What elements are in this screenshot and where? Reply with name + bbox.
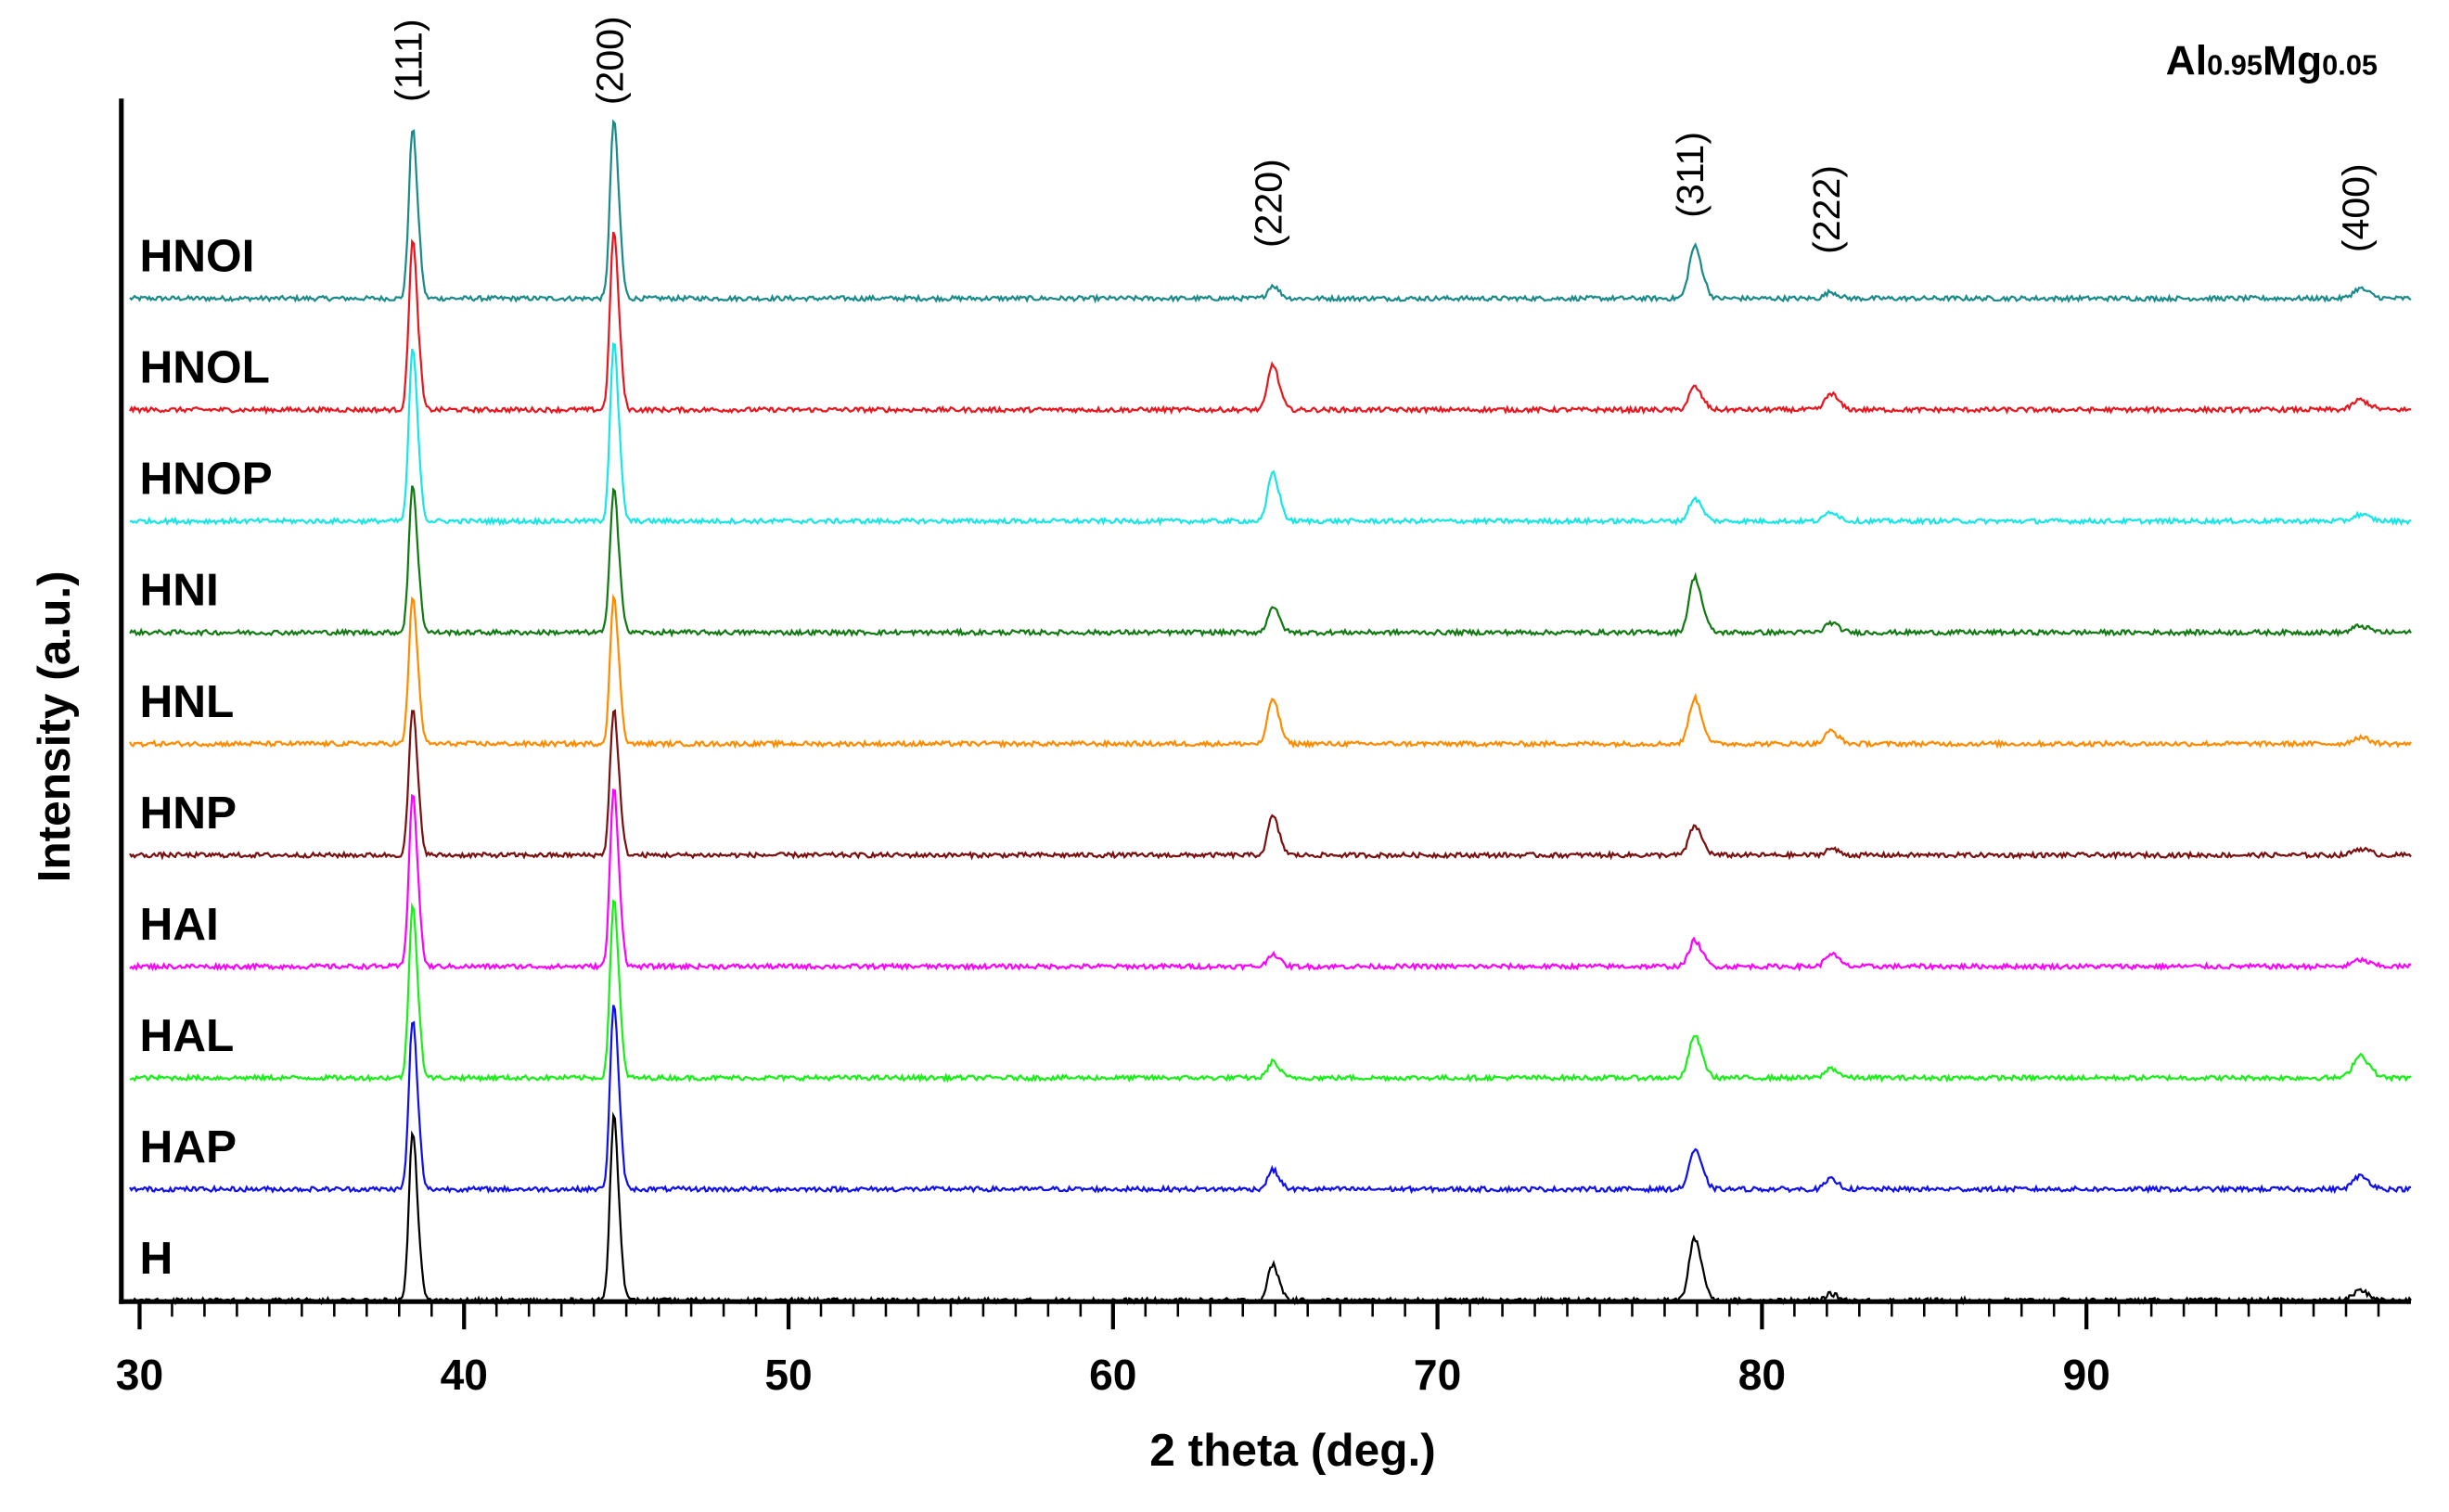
- series-label-hnol: HNOL: [139, 341, 269, 393]
- series-label-hai: HAI: [139, 898, 218, 950]
- x-tick-label: 60: [1089, 1351, 1136, 1399]
- x-tick-label: 80: [1738, 1351, 1786, 1399]
- peak-label: (311): [1669, 132, 1712, 218]
- series-line-hni: [129, 485, 2412, 638]
- peak-labels: (111) (200) (220) (311) (222) (400): [388, 16, 2378, 253]
- series-line-hnoi: [129, 119, 2412, 304]
- x-tick-label: 50: [764, 1351, 812, 1399]
- series-line-hal: [129, 899, 2412, 1083]
- peak-label: (222): [1805, 165, 1848, 254]
- x-tick-label: 40: [441, 1351, 488, 1399]
- chart-title: Al0.95Mg0.05: [2166, 39, 2378, 84]
- y-axis-label: Intensity (a.u.): [28, 570, 80, 882]
- peak-label: (220): [1247, 159, 1289, 248]
- x-tick-label: 70: [1414, 1351, 1461, 1399]
- series-label-hnp: HNP: [139, 787, 237, 839]
- peak-label: (200): [588, 16, 631, 105]
- x-tick-label: 90: [2063, 1351, 2110, 1399]
- x-axis-tick-labels: 30 40 50 60 70 80 90: [116, 1351, 2110, 1399]
- series-label-hnoi: HNOI: [139, 230, 254, 282]
- series-line-hnol: [129, 231, 2411, 416]
- series-label-hap: HAP: [139, 1121, 237, 1172]
- series-line-hai: [129, 788, 2412, 972]
- series-line-h: [129, 1111, 2412, 1306]
- series-label-hnop: HNOP: [139, 453, 272, 505]
- peak-label: (111): [388, 19, 430, 102]
- series-lines: [129, 119, 2412, 1306]
- series-line-hnop: [129, 342, 2412, 527]
- x-axis-label: 2 theta (deg.): [1149, 1424, 1436, 1476]
- title-element-mg: Mg: [2263, 39, 2322, 84]
- series-label-hni: HNI: [139, 564, 218, 616]
- x-axis-ticks: [137, 1302, 2380, 1330]
- series-label-hnl: HNL: [139, 675, 234, 727]
- plot-area: 30 40 50 60 70 80 90 HNOIHNOLHNOPHNIHNLHNPHAIH…: [116, 16, 2412, 1399]
- series-line-hnl: [129, 593, 2412, 750]
- series-label-hal: HAL: [139, 1009, 234, 1061]
- series-line-hnp: [129, 709, 2412, 861]
- series-labels: HNOI HNOL HNOP HNI HNL HNP HAI HAL HAP H: [139, 230, 272, 1284]
- x-tick-label: 30: [116, 1351, 163, 1399]
- title-element-al: Al: [2166, 39, 2207, 84]
- title-subscript-mg: 0.05: [2322, 49, 2378, 82]
- peak-label: (400): [2334, 163, 2377, 252]
- title-subscript-al: 0.95: [2207, 49, 2263, 82]
- series-label-h: H: [139, 1232, 173, 1284]
- series-line-hap: [129, 1005, 2411, 1195]
